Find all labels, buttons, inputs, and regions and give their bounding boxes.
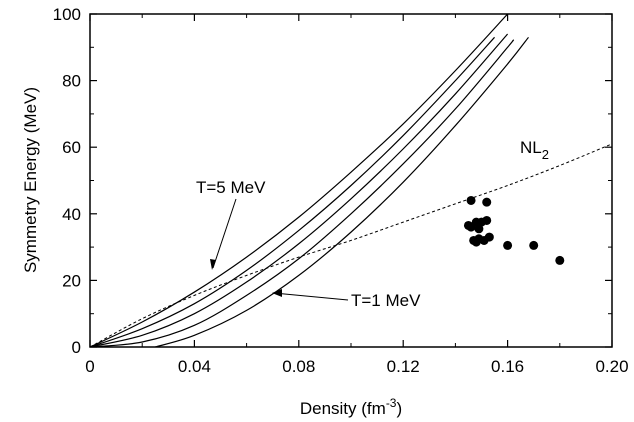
- data-point: [529, 240, 539, 250]
- tick-labels: 0 0.04 0.08 0.12 0.16 0.20 0 20 40 60 80 100: [53, 5, 629, 376]
- y-tick-label: 80: [62, 72, 81, 91]
- y-tick-label: 20: [62, 271, 81, 290]
- annotation-nl2: NL2: [520, 138, 549, 162]
- data-point: [503, 240, 513, 250]
- annotation-t5-arrow: [212, 198, 237, 269]
- x-tick-label: 0.16: [491, 357, 524, 376]
- data-point: [474, 224, 484, 234]
- data-point: [484, 232, 494, 242]
- annotation-t1-arrow: [273, 292, 349, 301]
- x-tick-label: 0.20: [595, 357, 628, 376]
- x-tick-label: 0.04: [178, 357, 211, 376]
- y-tick-label: 40: [62, 205, 81, 224]
- series-curve-4: [90, 39, 515, 347]
- data-point: [482, 197, 492, 207]
- series-curve-2: [90, 36, 495, 347]
- data-points: [463, 195, 565, 265]
- y-tick-label: 0: [72, 338, 81, 357]
- curves: [90, 14, 612, 347]
- data-point: [466, 222, 476, 232]
- axis-ticks: [89, 13, 613, 348]
- annotation-t1: T=1 MeV: [351, 291, 421, 310]
- y-tick-label: 100: [53, 5, 81, 24]
- series-curve-5: [155, 36, 529, 347]
- series-nl2-curve: [90, 143, 612, 347]
- annotation-t1-arrowhead: [272, 289, 282, 297]
- y-tick-label: 60: [62, 138, 81, 157]
- annotation-t5-arrowhead: [210, 259, 216, 270]
- series-curve-1: [90, 14, 509, 347]
- annotation-t5: T=5 MeV: [196, 178, 266, 197]
- series-curve-3: [90, 33, 509, 347]
- x-tick-label: 0.12: [387, 357, 420, 376]
- x-tick-label: 0.08: [282, 357, 315, 376]
- data-point: [471, 237, 481, 247]
- data-point: [482, 215, 492, 225]
- data-point: [466, 195, 476, 205]
- y-axis-title: Symmetry Energy (MeV): [21, 87, 40, 273]
- x-axis-title: Density (fm-3): [300, 396, 402, 418]
- data-point: [555, 255, 565, 265]
- x-tick-label: 0: [85, 357, 94, 376]
